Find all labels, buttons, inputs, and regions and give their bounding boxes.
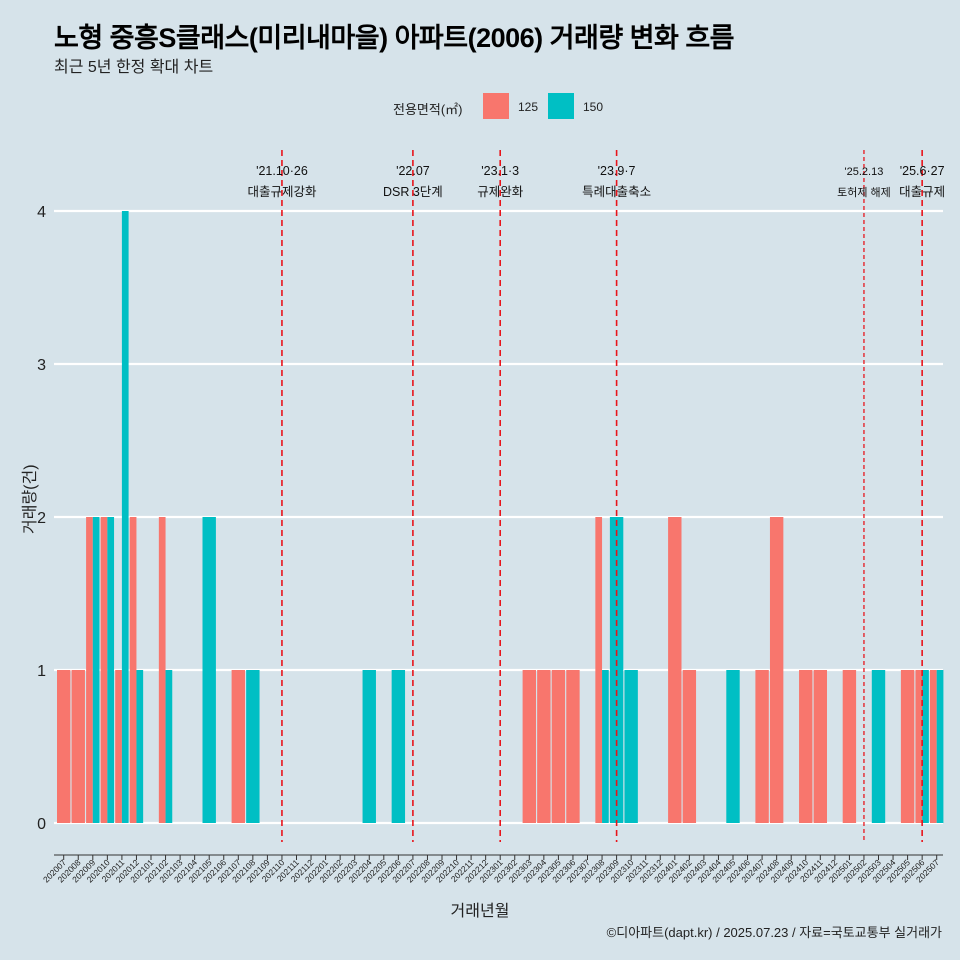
bar-125-202505 xyxy=(900,670,915,823)
annotation-label-0: 대출규제강화 xyxy=(247,185,317,199)
bar-150-202009 xyxy=(92,517,100,823)
bar-150-202507 xyxy=(936,670,944,823)
bar-125-202008 xyxy=(71,670,85,823)
bar-125-202009 xyxy=(86,517,93,823)
annotation-date-0: '21.10·26 xyxy=(256,164,308,178)
legend-label-125: 125 xyxy=(518,100,539,114)
bar-150-202506 xyxy=(922,670,929,823)
bar-150-202011 xyxy=(121,211,129,823)
annotation-label-5: 대출규제 xyxy=(899,185,945,199)
bar-125-202506 xyxy=(915,670,923,823)
bar-125-202303 xyxy=(522,670,536,823)
bar-125-202007 xyxy=(57,670,71,823)
bar-125-202401 xyxy=(668,517,682,823)
bar-150-202012 xyxy=(136,670,144,823)
bar-125-202410 xyxy=(799,670,813,823)
bar-150-202206 xyxy=(391,670,406,823)
bar-125-202012 xyxy=(129,517,137,823)
annotation-label-1: DSR 3단계 xyxy=(383,185,443,199)
annotation-date-2: '23.1·3 xyxy=(481,164,519,178)
legend-label-150: 150 xyxy=(583,100,604,114)
bar-125-202411 xyxy=(813,670,827,823)
bar-125-202304 xyxy=(537,670,551,823)
y-tick-label: 4 xyxy=(37,204,46,221)
bar-125-202102 xyxy=(158,517,166,823)
bar-150-202308 xyxy=(602,670,609,823)
annotation-label-3: 특례대출축소 xyxy=(582,185,651,199)
bar-150-202405 xyxy=(726,670,740,823)
bar-150-202102 xyxy=(165,670,173,823)
bar-125-202507 xyxy=(930,670,937,823)
bar-150-202310 xyxy=(624,670,638,823)
y-tick-label: 3 xyxy=(37,357,46,374)
bar-125-202010 xyxy=(100,517,108,823)
legend-title: 전용면적(㎡) xyxy=(393,102,463,117)
y-tick-label: 1 xyxy=(37,663,46,680)
annotation-date-5: '25.6·27 xyxy=(900,164,945,178)
chart-subtitle: 최근 5년 한정 확대 차트 xyxy=(54,59,214,76)
chart-title: 노형 중흥S클래스(미리내마을) 아파트(2006) 거래량 변화 흐름 xyxy=(54,23,735,53)
legend-key-150 xyxy=(548,93,574,119)
bar-125-202407 xyxy=(755,670,769,823)
annotation-date-3: '23.9·7 xyxy=(598,164,636,178)
annotation-label-4: 토허제 해제 xyxy=(837,185,891,199)
annotation-label-2: 규제완화 xyxy=(477,185,524,199)
bar-125-202408 xyxy=(769,517,784,823)
bar-150-202204 xyxy=(362,670,376,823)
legend-key-125 xyxy=(483,93,509,119)
annotation-date-1: '22.07 xyxy=(396,164,430,178)
y-tick-label: 0 xyxy=(37,816,46,833)
bar-150-202108 xyxy=(246,670,260,823)
legend: 전용면적(㎡) 125 150 xyxy=(0,93,960,121)
bar-125-202501 xyxy=(842,670,857,823)
bar-125-202308 xyxy=(595,517,603,823)
bar-150-202503 xyxy=(871,670,886,823)
bar-150-202105 xyxy=(202,517,216,823)
x-axis-label: 거래년월 xyxy=(450,903,510,920)
bar-125-202306 xyxy=(566,670,580,823)
bar-125-202402 xyxy=(682,670,697,823)
bar-125-202305 xyxy=(551,670,566,823)
source-caption: ©디아파트(dapt.kr) / 2025.07.23 / 자료=국토교통부 실… xyxy=(606,925,942,940)
annotation-date-4: '25.2.13 xyxy=(845,166,884,178)
bar-150-202010 xyxy=(107,517,115,823)
y-tick-label: 2 xyxy=(37,510,46,527)
bar-125-202107 xyxy=(231,670,245,823)
bar-125-202011 xyxy=(115,670,122,823)
